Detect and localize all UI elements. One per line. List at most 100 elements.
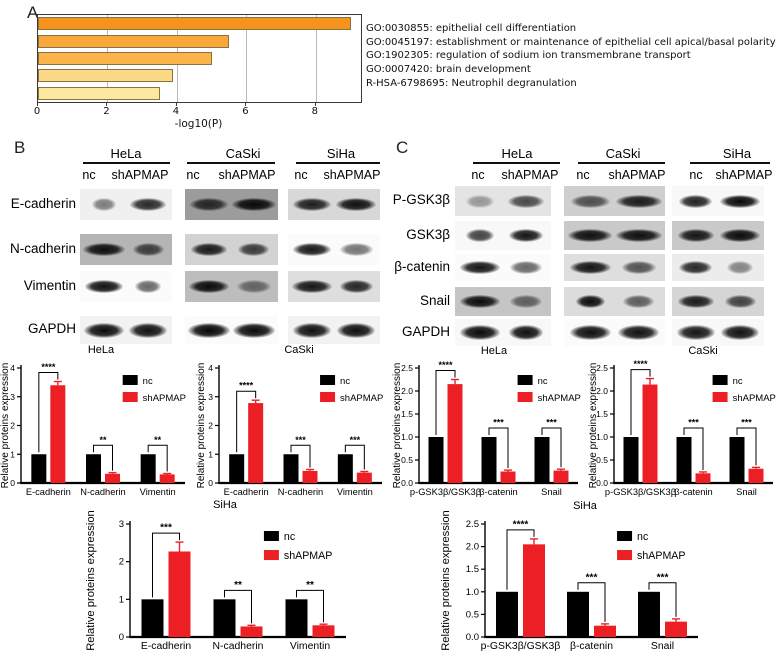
svg-text:p-GSK3β/GSK3β: p-GSK3β/GSK3β — [410, 487, 481, 497]
svg-text:0.0: 0.0 — [401, 478, 413, 488]
lane-label: nc — [471, 168, 485, 182]
svg-text:2: 2 — [208, 421, 213, 431]
gridline — [315, 15, 317, 102]
svg-text:Relative proteins expression: Relative proteins expression — [392, 363, 403, 489]
svg-text:**: ** — [306, 580, 314, 591]
lane-label: shAPMAP — [715, 168, 773, 182]
blot-strip — [455, 319, 551, 346]
svg-text:3: 3 — [119, 519, 124, 530]
svg-text:1.0: 1.0 — [466, 587, 479, 598]
svg-text:E-cadherin: E-cadherin — [224, 487, 269, 497]
go-plot-area — [37, 14, 362, 103]
blot-row-label: Vimentin — [23, 277, 76, 293]
lane-label: shAPMAP — [111, 168, 169, 182]
protein-band — [460, 325, 500, 340]
protein-band — [679, 194, 713, 208]
svg-text:nc: nc — [733, 376, 743, 387]
svg-text:4: 4 — [208, 363, 213, 373]
svg-text:β-catenin: β-catenin — [570, 641, 613, 652]
protein-band — [509, 295, 543, 308]
panel-a-label: A — [27, 3, 39, 22]
protein-band — [618, 325, 660, 340]
x-tick — [314, 102, 316, 106]
protein-band — [720, 194, 760, 208]
chart-title: HeLa — [480, 345, 508, 357]
blot-strip — [288, 271, 380, 302]
lane-label: shAPMAP — [501, 168, 559, 182]
blot-row-label: N-cadherin — [9, 240, 76, 256]
blot-strip — [672, 186, 764, 216]
svg-text:****: **** — [633, 359, 648, 369]
go-term-bar — [38, 86, 160, 100]
protein-band — [724, 295, 756, 308]
protein-band — [129, 322, 167, 338]
svg-text:1.5: 1.5 — [401, 409, 413, 419]
blot-strip — [672, 287, 764, 316]
protein-band — [293, 198, 331, 211]
cell-line-underline — [296, 162, 380, 164]
x-tick-label: 2 — [103, 106, 110, 117]
x-tick — [175, 102, 177, 106]
protein-band — [134, 280, 162, 293]
svg-text:p-GSK3β/GSK3β: p-GSK3β/GSK3β — [481, 641, 561, 652]
protein-band — [130, 198, 166, 211]
protein-band — [84, 322, 124, 338]
cell-line-header: SiHa — [722, 146, 752, 161]
cell-line-header: SiHa — [326, 146, 356, 161]
svg-text:nc: nc — [538, 376, 548, 387]
blot-strip — [288, 316, 380, 344]
protein-band — [569, 325, 611, 340]
protein-band — [677, 325, 715, 340]
svg-text:2.0: 2.0 — [401, 386, 413, 396]
svg-text:1: 1 — [10, 449, 15, 459]
svg-text:**: ** — [99, 435, 107, 445]
protein-band — [190, 198, 229, 211]
blot-row-label: Snail — [419, 292, 450, 308]
protein-band — [575, 295, 605, 308]
svg-text:Relative proteins expression: Relative proteins expression — [196, 363, 207, 489]
panel-b-label: B — [14, 138, 26, 157]
svg-text:0.0: 0.0 — [596, 478, 608, 488]
protein-band — [91, 198, 117, 211]
go-term-bar — [38, 34, 230, 48]
protein-band — [231, 198, 277, 211]
protein-band — [615, 229, 662, 242]
barchart-svg-B-SiHa: 0 1 2 3 Relative proteins expression *** E-cad… — [85, 510, 346, 652]
barchart-C-CaSki: 0.0 0.5 1.0 1.5 2.0 2.5 Relative proteins expr… — [588, 356, 783, 501]
blot-row-label: GAPDH — [401, 323, 450, 339]
blot-row-label: β-catenin — [394, 258, 450, 274]
svg-text:***: *** — [688, 418, 699, 428]
svg-text:***: *** — [160, 523, 172, 534]
svg-text:2.0: 2.0 — [596, 386, 608, 396]
lane-label: shAPMAP — [323, 168, 381, 182]
go-term-text: GO:0007420: brain development — [366, 64, 531, 76]
blot-strip — [185, 316, 278, 344]
blot-strip — [564, 287, 665, 316]
blot-strip — [80, 316, 172, 344]
cell-line-header: CaSki — [225, 146, 261, 161]
protein-band — [466, 229, 494, 242]
protein-band — [238, 243, 270, 256]
svg-text:0.0: 0.0 — [466, 632, 479, 643]
blot-strip — [185, 234, 278, 265]
svg-text:0: 0 — [10, 478, 15, 488]
protein-band — [337, 322, 375, 338]
svg-text:4: 4 — [10, 363, 15, 373]
blot-strip — [672, 254, 764, 281]
protein-band — [508, 229, 544, 242]
svg-text:nc: nc — [284, 531, 296, 543]
barchart-B-HeLa: 0 1 2 3 4 Relative proteins expression **** E-c… — [0, 356, 195, 501]
svg-text:***: *** — [350, 435, 361, 445]
blot-strip — [288, 189, 380, 220]
svg-text:0.5: 0.5 — [401, 455, 413, 465]
protein-band — [622, 295, 655, 308]
svg-text:2: 2 — [10, 421, 15, 431]
blot-strip — [564, 319, 665, 346]
svg-text:Vimentin: Vimentin — [337, 487, 373, 497]
panel-c-label: C — [396, 138, 409, 157]
protein-band — [292, 280, 332, 293]
x-tick-label: 0 — [33, 106, 41, 117]
svg-text:2.5: 2.5 — [466, 519, 479, 530]
